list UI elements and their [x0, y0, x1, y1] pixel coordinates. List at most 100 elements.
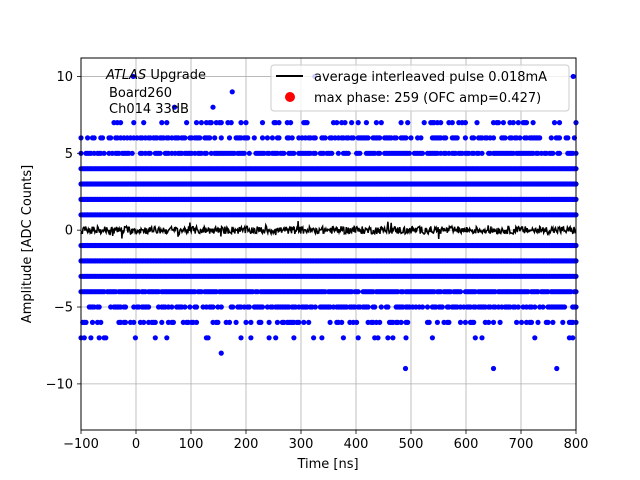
data-point-level-neg5 [378, 304, 384, 310]
data-point-level-neg7 [570, 335, 576, 341]
data-point-level-7 [349, 120, 355, 126]
data-point-level-6 [556, 135, 563, 141]
data-point-level-6 [212, 135, 218, 141]
data-point-level-6 [403, 135, 409, 141]
data-point-level-6 [537, 135, 543, 141]
data-point-level-neg6 [518, 319, 525, 325]
data-point-level-neg7 [205, 335, 211, 341]
data-point-level-7 [304, 120, 310, 126]
data-point-level-7 [378, 120, 384, 126]
data-point-level-6 [365, 135, 371, 141]
data-point-level-5 [357, 150, 363, 156]
data-point-level-neg5 [540, 304, 546, 310]
data-point-level-7 [551, 120, 558, 126]
data-point-level-neg6 [405, 319, 411, 325]
data-point-level-neg6 [377, 319, 383, 325]
data-point-level-neg7 [375, 335, 381, 341]
data-point-level-neg6 [233, 319, 239, 325]
data-point-level-6 [443, 135, 449, 141]
data-point-level-neg4 [355, 289, 361, 295]
data-point-level-neg6 [159, 319, 165, 325]
average-pulse-line [80, 220, 577, 239]
data-point-level-7 [421, 120, 427, 126]
data-point-level-neg6 [550, 319, 556, 325]
data-point-level-neg5 [532, 304, 538, 310]
data-point-level-6 [269, 135, 275, 141]
data-point-level-7 [405, 120, 411, 126]
data-point-level-6 [393, 135, 399, 141]
data-point-level-5 [419, 150, 426, 156]
data-point-level-neg6 [426, 319, 432, 325]
data-point-level-6 [454, 135, 460, 141]
data-point-level-6 [276, 135, 282, 141]
data-point-outlier [402, 365, 409, 372]
data-point-outlier [218, 350, 224, 356]
data-point-level-neg6 [131, 319, 137, 325]
data-point-level-7 [131, 120, 137, 126]
data-point-level-7 [530, 120, 536, 126]
annotation-line-1: ATLAS Upgrade [105, 68, 206, 83]
data-point-level-7 [556, 120, 563, 126]
data-point-level-neg5 [210, 304, 216, 310]
data-point-level-neg7 [164, 335, 170, 341]
data-point-level-6 [85, 135, 91, 141]
data-point-level-5 [406, 150, 412, 156]
data-point-level-neg5 [561, 304, 568, 310]
data-point-level-neg7 [152, 335, 158, 341]
data-point-level-6 [245, 135, 251, 141]
data-point-level-neg7 [390, 335, 396, 341]
data-point-level-neg6 [535, 319, 541, 325]
data-point-level-neg5 [169, 304, 175, 310]
data-point-level-7 [159, 120, 165, 126]
data-point-level-6 [91, 135, 97, 141]
data-point-level-6 [289, 135, 295, 141]
data-point-outlier [229, 89, 235, 95]
data-point-level-7 [184, 120, 190, 126]
data-point-level-neg5 [122, 304, 129, 310]
annotation-line-2: Board260 [109, 86, 172, 101]
data-point-level-6 [350, 135, 356, 141]
data-point-level-neg5 [439, 304, 445, 310]
data-point-level-neg6 [339, 319, 345, 325]
x-tick-label: 800 [564, 437, 589, 452]
data-point-level-neg6 [434, 319, 440, 325]
data-point-level-neg6 [193, 319, 200, 325]
data-point-level-neg6 [446, 319, 452, 325]
legend-box [270, 64, 570, 112]
data-point-level-neg6 [243, 319, 249, 325]
y-tick-label: −10 [46, 377, 73, 392]
data-point-outlier [130, 73, 136, 80]
legend: average interleaved pulse 0.018mA max ph… [270, 64, 570, 112]
data-point-level-5 [246, 150, 252, 156]
data-point-level-neg6 [514, 319, 520, 325]
data-point-level-neg5 [424, 304, 431, 310]
data-point-level-6 [264, 135, 270, 141]
data-point-level-neg6 [152, 319, 158, 325]
data-point-level-neg7 [132, 335, 138, 341]
data-point-level-neg7 [385, 335, 391, 341]
y-axis-label: Amplitude [ADC Counts] [20, 165, 35, 323]
plot-frame [80, 57, 577, 431]
data-point-level-neg4 [457, 289, 464, 295]
x-axis-ticks: −100 0 100 200 300 400 500 600 700 800 [63, 430, 588, 452]
data-point-level-7 [208, 120, 214, 126]
data-point-level-5 [556, 150, 563, 156]
data-point-level-neg6 [560, 319, 566, 325]
data-point-level-5 [147, 150, 153, 156]
annotation-atlas: ATLAS [105, 68, 146, 83]
data-point-level-neg6 [471, 319, 477, 325]
data-point-level-neg6 [141, 319, 147, 325]
x-axis-label: Time [ns] [296, 457, 358, 472]
data-point-level-neg5 [246, 304, 252, 310]
data-point-level-neg6 [462, 319, 468, 325]
x-tick-label: 400 [344, 437, 369, 452]
data-point-level-7 [515, 120, 521, 126]
data-point-level-7 [334, 120, 340, 126]
data-point-level-neg6 [170, 319, 176, 325]
data-point-level-7 [495, 120, 502, 126]
data-point-level-6 [408, 135, 414, 141]
data-point-level-neg5 [312, 304, 318, 310]
data-point-level-neg7 [355, 335, 361, 341]
data-point-level-7 [398, 120, 404, 126]
